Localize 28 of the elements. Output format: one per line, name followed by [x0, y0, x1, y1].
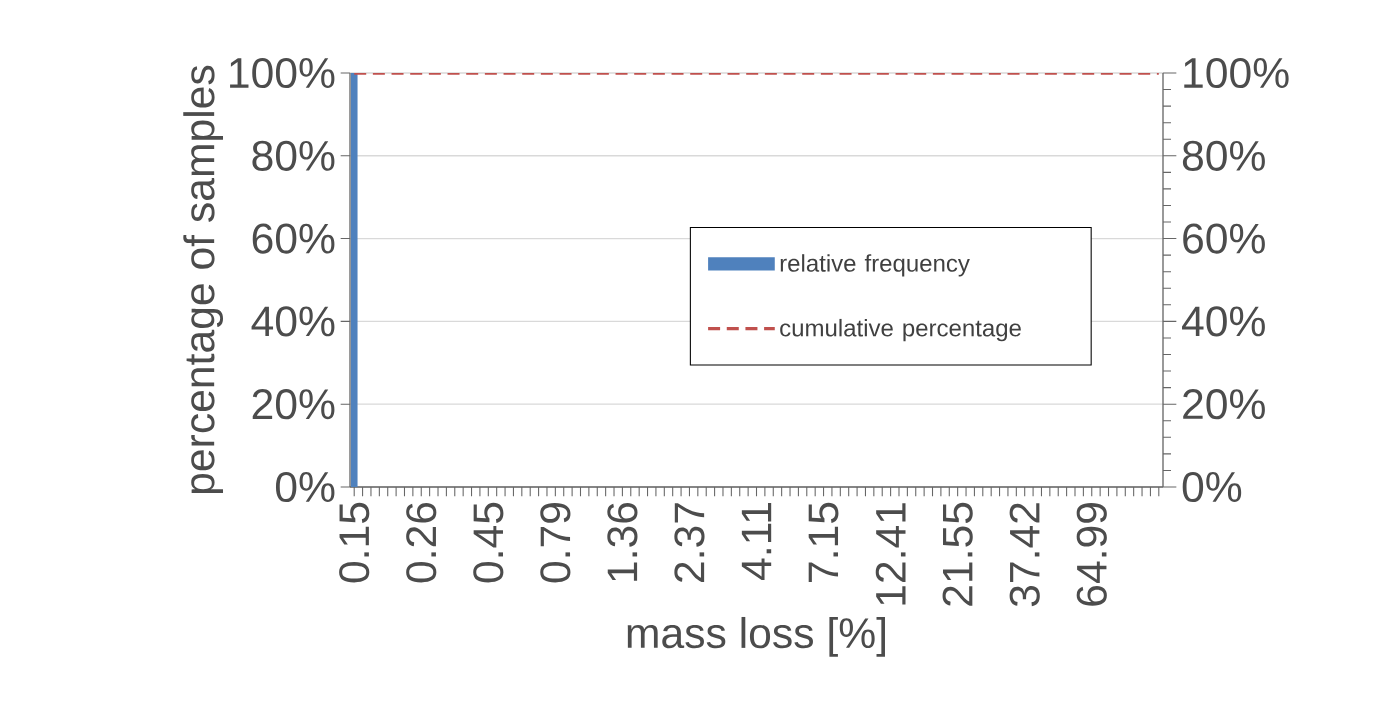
x-tick-label: 7.15: [808, 502, 839, 582]
x-tick-label: 21.55: [942, 502, 973, 606]
x-tick-label: 0.79: [540, 503, 571, 583]
x-tick-label: 12.41: [875, 503, 906, 605]
x-tick-label: 4.11: [741, 503, 772, 580]
y-axis-title: percentage of samples: [183, 65, 224, 494]
y2-tick-label: 100%: [1184, 57, 1289, 89]
x-axis-title: mass loss [%]: [627, 616, 885, 657]
y-tick-label: 40%: [251, 306, 335, 337]
y2-tick-label: 0%: [1182, 471, 1242, 503]
y-tick-label: 80%: [252, 140, 335, 171]
x-tick-label: 1.36: [607, 502, 638, 581]
y-tick-label: 60%: [252, 223, 335, 254]
x-tick-label: 0.15: [339, 502, 370, 583]
y-tick-label: 0%: [275, 471, 335, 503]
x-tick-label: 37.42: [1009, 503, 1040, 607]
x-tick-label: 0.26: [406, 502, 437, 583]
y2-tick-label: 40%: [1182, 306, 1265, 337]
x-tick-label: 2.37: [674, 503, 705, 582]
y2-tick-label: 60%: [1183, 223, 1265, 254]
y2-tick-label: 20%: [1183, 389, 1265, 420]
y-tick-label: 20%: [252, 389, 335, 420]
x-tick-label: 0.45: [473, 502, 504, 583]
y-tick-label: 100%: [230, 57, 335, 89]
x-tick-label: 64.99: [1076, 503, 1107, 606]
legend-label: cumulative percentage: [780, 318, 1021, 342]
legend-label: relative frequency: [780, 254, 970, 277]
y2-tick-label: 80%: [1182, 140, 1265, 171]
